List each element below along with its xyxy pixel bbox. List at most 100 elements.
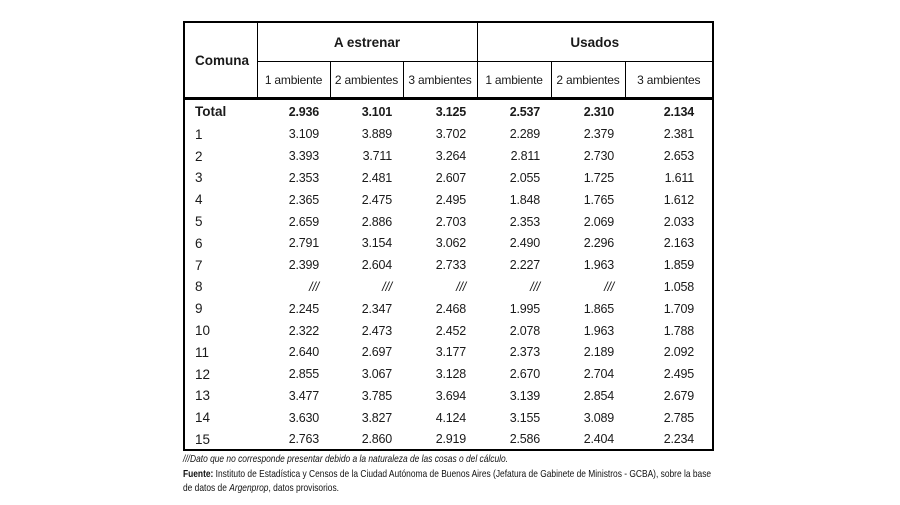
value-cell: 1.788 bbox=[663, 323, 695, 338]
value-cell: 3.827 bbox=[361, 410, 392, 425]
column-header-comuna: Comuna bbox=[184, 22, 258, 100]
table-header: Comuna A estrenar Usados 1 ambiente 2 am… bbox=[184, 22, 714, 100]
value-cell: 2.703 bbox=[435, 214, 466, 229]
footnote-source-line-1: Fuente: Instituto de Estadística y Censo… bbox=[183, 467, 711, 482]
value-cell: 2.607 bbox=[435, 170, 466, 185]
row-label: 1 bbox=[195, 126, 203, 142]
table-row: 10 2.322 2.473 2.452 2.078 1.963 1.788 bbox=[184, 320, 713, 342]
value-cell: 2.730 bbox=[583, 149, 614, 164]
column-header-estrenar-3-ambientes: 3 ambientes bbox=[402, 61, 477, 100]
group-header-row: Comuna A estrenar Usados bbox=[184, 22, 714, 100]
value-cell: 3.177 bbox=[435, 345, 466, 360]
value-cell: 1.725 bbox=[583, 170, 614, 185]
row-label: 13 bbox=[195, 388, 211, 404]
value-cell: 1.963 bbox=[583, 323, 614, 338]
value-cell: 2.697 bbox=[361, 345, 392, 360]
value-cell: 1.859 bbox=[663, 258, 695, 273]
value-cell: 2.811 bbox=[510, 149, 541, 164]
value-cell: 1.848 bbox=[509, 192, 540, 207]
row-label: 6 bbox=[195, 235, 203, 251]
table-row: 12 2.855 3.067 3.128 2.670 2.704 2.495 bbox=[184, 363, 713, 385]
table-row: 13 3.477 3.785 3.694 3.139 2.854 2.679 bbox=[184, 385, 713, 407]
value-cell: /// bbox=[530, 279, 540, 294]
value-cell: 1.963 bbox=[583, 258, 614, 273]
value-cell: 2.936 bbox=[288, 104, 319, 119]
value-cell: 2.468 bbox=[435, 301, 466, 316]
value-cell: 3.067 bbox=[361, 367, 392, 382]
value-cell: 2.495 bbox=[435, 192, 466, 207]
value-cell: 3.128 bbox=[435, 367, 466, 382]
value-cell: 1.765 bbox=[583, 192, 614, 207]
column-header-usados-2-ambientes: 2 ambientes bbox=[550, 61, 625, 100]
footnote-no-data-note: ///Dato que no corresponde presentar deb… bbox=[183, 453, 509, 465]
value-cell: 2.189 bbox=[583, 345, 614, 360]
row-label: 5 bbox=[195, 214, 203, 230]
value-cell: 3.694 bbox=[435, 388, 466, 403]
value-cell: 3.089 bbox=[583, 410, 614, 425]
row-label: 8 bbox=[195, 279, 203, 295]
row-label: 11 bbox=[195, 344, 210, 360]
table-row: 11 2.640 2.697 3.177 2.373 2.189 2.092 bbox=[184, 341, 713, 363]
row-label: Total bbox=[195, 104, 227, 120]
row-label: 14 bbox=[195, 410, 211, 426]
row-label: 4 bbox=[195, 192, 203, 208]
value-cell: 2.919 bbox=[435, 432, 466, 447]
value-cell: 2.322 bbox=[288, 323, 319, 338]
value-cell: 3.139 bbox=[509, 388, 540, 403]
table-row: 15 2.763 2.860 2.919 2.586 2.404 2.234 bbox=[184, 429, 713, 451]
group-header-a-estrenar: A estrenar bbox=[256, 22, 477, 62]
value-cell: 2.653 bbox=[663, 149, 695, 164]
value-cell: /// bbox=[456, 279, 466, 294]
value-cell: 3.125 bbox=[435, 104, 466, 119]
value-cell: 2.490 bbox=[509, 236, 540, 251]
value-cell: 2.733 bbox=[435, 258, 466, 273]
value-cell: 2.785 bbox=[663, 410, 695, 425]
comuna-price-table: Comuna A estrenar Usados 1 ambiente 2 am… bbox=[183, 21, 715, 452]
value-cell: 1.709 bbox=[663, 301, 695, 316]
value-cell: 2.791 bbox=[288, 236, 319, 251]
value-cell: 2.347 bbox=[361, 301, 392, 316]
value-cell: 3.101 bbox=[361, 104, 392, 119]
group-header-usados: Usados bbox=[476, 22, 714, 62]
value-cell: 2.234 bbox=[663, 432, 695, 447]
value-cell: 3.477 bbox=[288, 388, 319, 403]
table-row: 14 3.630 3.827 4.124 3.155 3.089 2.785 bbox=[184, 407, 713, 429]
table-row: 8 /// /// /// /// /// 1.058 bbox=[184, 276, 713, 298]
value-cell: 3.155 bbox=[509, 410, 540, 425]
value-cell: 2.078 bbox=[509, 323, 540, 338]
footnotes: ///Dato que no corresponde presentar deb… bbox=[183, 452, 711, 496]
source-text-suffix: , datos provisorios. bbox=[268, 482, 339, 494]
table-row: 1 3.109 3.889 3.702 2.289 2.379 2.381 bbox=[184, 124, 713, 146]
value-cell: 2.289 bbox=[509, 127, 540, 142]
column-header-usados-1-ambiente: 1 ambiente bbox=[476, 61, 551, 100]
value-cell: 3.889 bbox=[361, 127, 392, 142]
value-cell: 2.886 bbox=[361, 214, 392, 229]
value-cell: 2.473 bbox=[361, 323, 392, 338]
value-cell: 1.995 bbox=[509, 301, 540, 316]
value-cell: 2.586 bbox=[509, 432, 540, 447]
column-header-estrenar-2-ambientes: 2 ambientes bbox=[329, 61, 403, 100]
source-text-continued: de datos de bbox=[183, 482, 230, 494]
value-cell: 2.670 bbox=[509, 367, 540, 382]
table-body: Total 2.936 3.101 3.125 2.537 2.310 2.134 1 3.10… bbox=[184, 99, 713, 451]
value-cell: 3.154 bbox=[361, 236, 392, 251]
statistical-table-container: Comuna A estrenar Usados 1 ambiente 2 am… bbox=[183, 21, 715, 452]
value-cell: 3.393 bbox=[288, 149, 319, 164]
value-cell: 2.452 bbox=[435, 323, 466, 338]
value-cell: 3.711 bbox=[362, 149, 393, 164]
table-row: 7 2.399 2.604 2.733 2.227 1.963 1.859 bbox=[184, 254, 713, 276]
value-cell: 4.124 bbox=[435, 410, 466, 425]
source-publisher-name: Argenprop bbox=[229, 482, 269, 494]
value-cell: 2.763 bbox=[288, 432, 319, 447]
value-cell: 2.855 bbox=[288, 367, 319, 382]
table-row: 2 3.393 3.711 3.264 2.811 2.730 2.653 bbox=[184, 145, 713, 167]
value-cell: 2.854 bbox=[583, 388, 614, 403]
column-header-estrenar-1-ambiente: 1 ambiente bbox=[256, 61, 330, 100]
value-cell: 1.612 bbox=[663, 192, 695, 207]
table-row: 5 2.659 2.886 2.703 2.353 2.069 2.033 bbox=[184, 211, 713, 233]
row-label: 7 bbox=[195, 257, 203, 273]
value-cell: 2.134 bbox=[663, 104, 695, 119]
value-cell: 3.264 bbox=[435, 149, 466, 164]
row-label: 12 bbox=[195, 366, 211, 382]
value-cell: 2.704 bbox=[583, 367, 614, 382]
